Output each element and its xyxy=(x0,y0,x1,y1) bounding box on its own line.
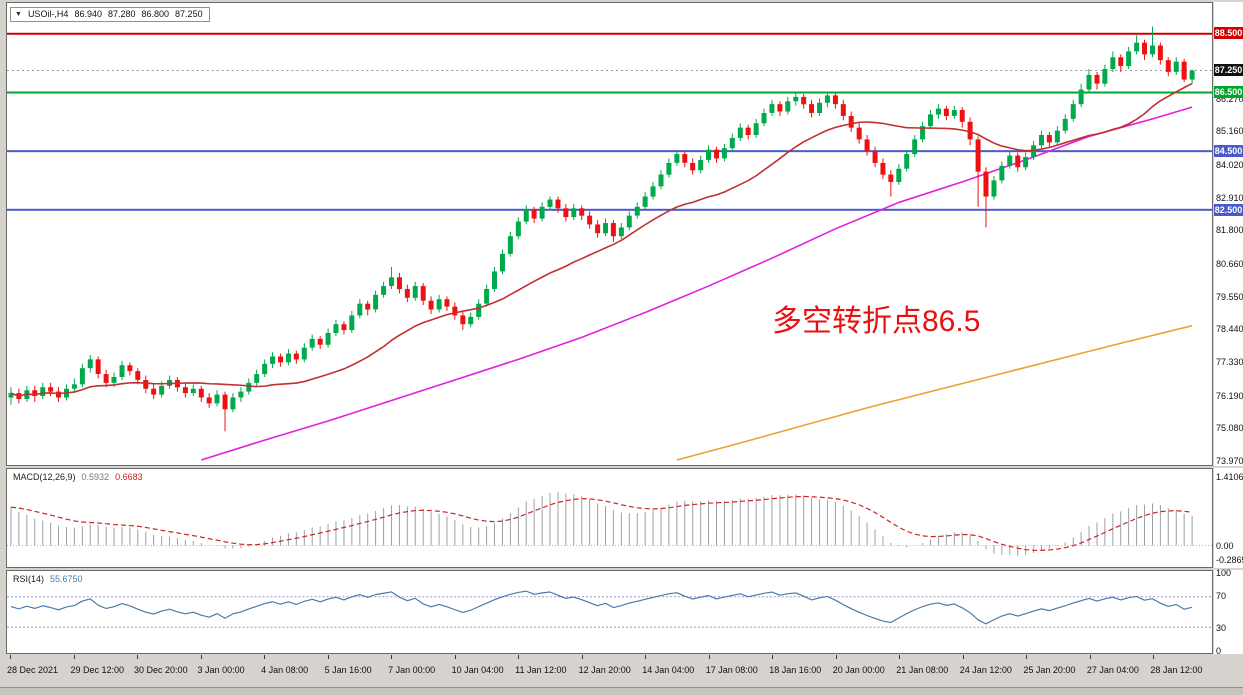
date-label: 29 Dec 12:00 xyxy=(70,665,125,675)
time-tick-mark xyxy=(1026,655,1028,659)
price-label: 81.800 xyxy=(1216,225,1243,236)
macd-axis-label: 1.4106 xyxy=(1216,472,1243,483)
date-label: 27 Jan 04:00 xyxy=(1086,665,1139,675)
time-tick-mark xyxy=(454,655,456,659)
price-label: 75.080 xyxy=(1216,423,1243,434)
rsi-name: RSI(14) xyxy=(13,574,45,584)
rsi-title: RSI(14) 55.6750 xyxy=(13,574,83,584)
date-label: 25 Jan 20:00 xyxy=(1023,665,1076,675)
macd-chart[interactable] xyxy=(7,469,1212,567)
date-label: 3 Jan 00:00 xyxy=(197,665,245,675)
hline-price-label: 84.500 xyxy=(1214,144,1243,157)
rsi-axis-label: 70 xyxy=(1216,591,1227,602)
time-tick-mark xyxy=(962,655,964,659)
time-tick-mark xyxy=(1089,655,1091,659)
price-label: 77.330 xyxy=(1216,357,1243,367)
price-label: 85.160 xyxy=(1216,126,1243,137)
current-price-label: 87.250 xyxy=(1214,63,1243,76)
time-tick-mark xyxy=(645,655,647,659)
rsi-line xyxy=(10,590,1193,625)
rsi-panel[interactable]: RSI(14) 55.6750 xyxy=(6,570,1213,654)
bottom-strip xyxy=(0,687,1243,695)
macd-histogram xyxy=(10,492,1193,556)
hline-price-label: 86.500 xyxy=(1214,85,1243,98)
close-value: 87.250 xyxy=(175,9,203,19)
price-label: 73.970 xyxy=(1216,455,1243,466)
time-tick-mark xyxy=(10,655,11,659)
date-label: 28 Dec 2021 xyxy=(7,665,59,675)
price-chart-panel[interactable]: ▼ USOil-,H4 86.940 87.280 86.800 87.250 … xyxy=(6,2,1213,466)
date-label: 17 Jan 08:00 xyxy=(705,665,758,675)
ma-fast-line xyxy=(10,82,1193,397)
macd-signal-value: 0.6683 xyxy=(115,472,143,482)
time-tick-mark xyxy=(708,655,710,659)
price-label: 82.910 xyxy=(1216,192,1243,203)
rsi-axis-label: 0 xyxy=(1216,646,1222,656)
price-label: 78.440 xyxy=(1216,324,1243,335)
date-label: 21 Jan 08:00 xyxy=(896,665,949,675)
time-axis[interactable]: 28 Dec 2021 29 Dec 12:00 30 Dec 20:00 3 Jan… xyxy=(0,655,1243,686)
time-tick-mark xyxy=(137,655,139,659)
time-tick-mark xyxy=(200,655,202,659)
date-label: 20 Jan 00:00 xyxy=(832,665,885,675)
date-label: 18 Jan 16:00 xyxy=(769,665,822,675)
date-label: 10 Jan 04:00 xyxy=(451,665,504,675)
macd-panel[interactable]: MACD(12,26,9) 0.5932 0.6683 xyxy=(6,468,1213,568)
high-value: 87.280 xyxy=(107,9,136,19)
time-tick-mark xyxy=(1153,655,1155,659)
time-tick-mark xyxy=(327,655,329,659)
date-label: 30 Dec 20:00 xyxy=(134,665,188,675)
symbol-dropdown-icon: ▼ xyxy=(15,10,22,18)
date-label: 14 Jan 04:00 xyxy=(642,665,695,675)
candlestick-chart[interactable] xyxy=(7,3,1212,465)
time-tick-mark xyxy=(264,655,266,659)
symbol-info-box: ▼ USOil-,H4 86.940 87.280 86.800 87.250 xyxy=(10,7,210,22)
time-tick-mark xyxy=(772,655,774,659)
date-label: 24 Jan 12:00 xyxy=(959,665,1012,675)
date-label: 5 Jan 16:00 xyxy=(324,665,372,675)
price-label: 84.020 xyxy=(1216,159,1243,170)
rsi-chart[interactable] xyxy=(7,571,1212,653)
macd-axis-label: 0.00 xyxy=(1216,541,1234,551)
price-label: 76.190 xyxy=(1216,390,1243,401)
date-label: 28 Jan 12:00 xyxy=(1150,665,1203,675)
time-tick-mark xyxy=(518,655,520,659)
rsi-value: 55.6750 xyxy=(50,574,83,584)
hline-price-label: 82.500 xyxy=(1214,203,1243,216)
time-tick-mark xyxy=(391,655,393,659)
price-label: 80.660 xyxy=(1216,258,1243,269)
low-value: 86.800 xyxy=(141,9,170,19)
date-label: 11 Jan 12:00 xyxy=(515,665,567,675)
time-tick-mark xyxy=(899,655,901,659)
macd-axis-label: -0.2865 xyxy=(1216,554,1243,565)
time-tick-mark xyxy=(835,655,837,659)
ma-mid-line xyxy=(201,106,1193,461)
time-tick-mark xyxy=(581,655,583,659)
open-value: 86.940 xyxy=(74,9,102,19)
macd-name: MACD(12,26,9) xyxy=(13,472,76,482)
rsi-scale[interactable]: 100 70 30 0 xyxy=(1214,568,1243,656)
date-label: 12 Jan 20:00 xyxy=(578,665,631,675)
chart-annotation-text: 多空转折点86.5 xyxy=(772,305,981,338)
price-label: 79.550 xyxy=(1216,291,1243,302)
macd-scale[interactable]: 1.4106 0.00 -0.2865 xyxy=(1214,468,1243,568)
rsi-axis-label: 30 xyxy=(1216,622,1227,633)
ma-slow-line xyxy=(676,324,1193,461)
macd-main-value: 0.5932 xyxy=(81,472,110,482)
time-tick-mark xyxy=(73,655,75,659)
price-scale[interactable]: 86.270 85.160 84.020 82.910 81.800 80.660 79.5… xyxy=(1214,2,1243,466)
symbol-label: USOil-,H4 xyxy=(27,9,69,19)
candles-group xyxy=(8,26,1195,432)
macd-signal-line xyxy=(10,495,1193,551)
rsi-axis-label: 100 xyxy=(1216,568,1232,578)
price-label: 86.270 xyxy=(1216,93,1243,104)
date-label: 7 Jan 00:00 xyxy=(388,665,436,675)
date-label: 4 Jan 08:00 xyxy=(261,665,309,675)
macd-title: MACD(12,26,9) 0.5932 0.6683 xyxy=(13,472,143,482)
hline-price-label: 88.500 xyxy=(1214,26,1243,39)
horizontal-lines-group xyxy=(7,32,1212,211)
